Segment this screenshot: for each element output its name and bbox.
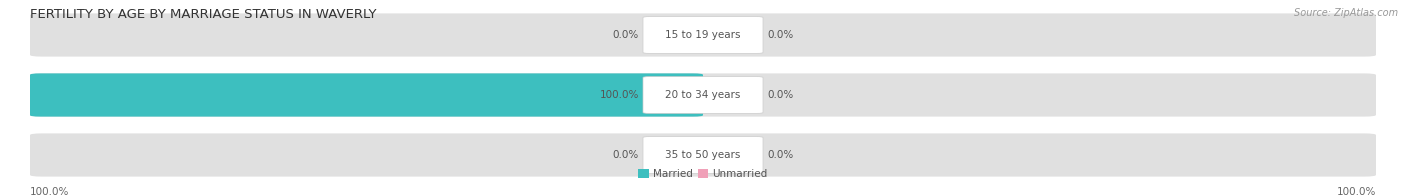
Text: 0.0%: 0.0% [613,30,638,40]
Text: 0.0%: 0.0% [768,90,793,100]
FancyBboxPatch shape [30,73,1376,117]
Text: FERTILITY BY AGE BY MARRIAGE STATUS IN WAVERLY: FERTILITY BY AGE BY MARRIAGE STATUS IN W… [30,8,377,21]
Text: 20 to 34 years: 20 to 34 years [665,90,741,100]
FancyBboxPatch shape [643,17,763,53]
Text: Source: ZipAtlas.com: Source: ZipAtlas.com [1294,8,1398,18]
Text: 0.0%: 0.0% [768,150,793,160]
Text: 0.0%: 0.0% [768,30,793,40]
Legend: Married, Unmarried: Married, Unmarried [634,165,772,183]
FancyBboxPatch shape [30,73,703,117]
Text: 100.0%: 100.0% [599,90,638,100]
FancyBboxPatch shape [30,133,1376,177]
Text: 100.0%: 100.0% [30,187,69,196]
Text: 15 to 19 years: 15 to 19 years [665,30,741,40]
FancyBboxPatch shape [643,77,763,113]
Text: 0.0%: 0.0% [613,150,638,160]
FancyBboxPatch shape [643,137,763,173]
Text: 35 to 50 years: 35 to 50 years [665,150,741,160]
Text: 100.0%: 100.0% [1337,187,1376,196]
FancyBboxPatch shape [30,13,1376,57]
